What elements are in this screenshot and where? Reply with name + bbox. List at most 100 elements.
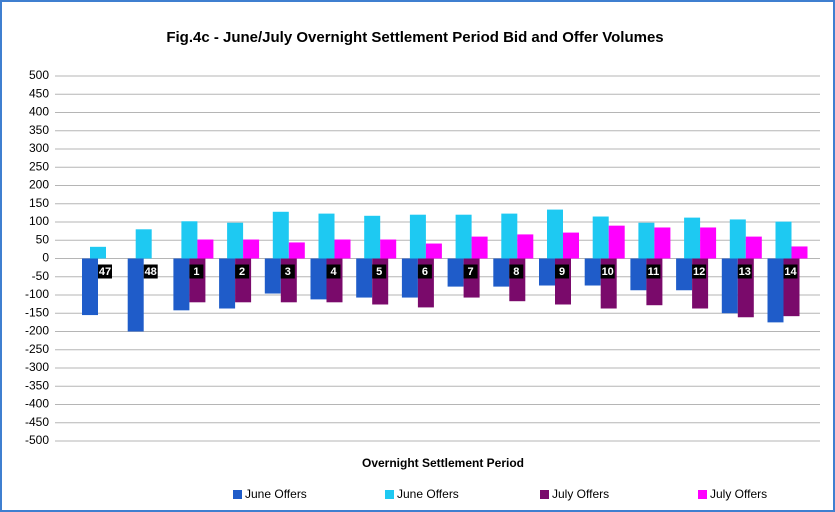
bar (272, 211, 289, 259)
category-label-box (692, 264, 707, 279)
x-tick-label: 8 (513, 266, 519, 278)
category-label-box (737, 264, 752, 279)
bar (401, 258, 418, 298)
bar (700, 227, 717, 259)
bar (501, 213, 518, 259)
category-label-box (235, 264, 250, 279)
y-tick-label: 100 (29, 214, 49, 228)
y-tick-label: 300 (29, 141, 49, 155)
category-label-box (326, 264, 341, 279)
bar (425, 243, 442, 259)
y-tick-label: -150 (25, 305, 49, 319)
bar (539, 258, 555, 286)
legend-label: July Offers (552, 487, 609, 501)
bar (318, 213, 335, 259)
bar (219, 258, 236, 309)
bar (173, 258, 190, 311)
category-label-box (509, 264, 524, 279)
bar (264, 258, 281, 294)
bar (447, 258, 464, 287)
bar (288, 242, 305, 259)
bar (654, 227, 671, 259)
y-tick-label: 500 (29, 68, 49, 82)
y-tick-label: -50 (32, 269, 50, 283)
bar (638, 222, 655, 259)
bar (791, 246, 808, 259)
bar (197, 239, 214, 259)
y-tick-label: 400 (29, 105, 49, 119)
category-label-box (143, 264, 158, 279)
bar (310, 258, 327, 300)
x-axis-title: Overnight Settlement Period (362, 456, 524, 470)
bar (676, 258, 693, 291)
x-tick-label: 1 (193, 266, 199, 278)
x-tick-label: 9 (559, 266, 565, 278)
x-tick-label: 12 (693, 266, 705, 278)
bar (493, 258, 510, 287)
x-tick-label: 7 (468, 266, 474, 278)
bar (729, 219, 746, 259)
x-tick-label: 3 (285, 266, 291, 278)
bar (334, 239, 351, 259)
bar (356, 258, 373, 298)
bar (455, 214, 472, 259)
legend-label: June Offers (397, 487, 459, 501)
bar (563, 232, 579, 259)
category-label-box (646, 264, 661, 279)
bar (409, 214, 426, 259)
y-tick-label: -500 (25, 433, 49, 447)
bar (745, 236, 762, 259)
y-tick-label: 250 (29, 159, 49, 173)
bar (135, 229, 152, 259)
x-tick-label: 13 (739, 266, 751, 278)
y-tick-label: 350 (29, 123, 49, 137)
category-label-box (280, 264, 295, 279)
bar (517, 234, 534, 259)
y-tick-label: -400 (25, 397, 49, 411)
category-label-box (98, 264, 112, 279)
bar (767, 258, 784, 323)
category-label-box (783, 264, 798, 279)
y-tick-label: -250 (25, 342, 49, 356)
x-tick-label: 10 (602, 266, 614, 278)
bar (471, 236, 488, 259)
y-tick-label: -300 (25, 360, 49, 374)
category-label-box (417, 264, 432, 279)
legend-label: June Offers (245, 487, 307, 501)
y-tick-label: 450 (29, 86, 49, 100)
legend-swatch (540, 490, 549, 499)
y-tick-label: -450 (25, 415, 49, 429)
bar (90, 246, 106, 259)
bar (547, 209, 563, 259)
bar (630, 258, 647, 291)
legend-label: July Offers (710, 487, 767, 501)
bar (82, 258, 98, 316)
bar (380, 239, 397, 259)
category-label-box (555, 264, 569, 279)
legend-swatch (385, 490, 394, 499)
bar (127, 258, 144, 332)
y-tick-label: -350 (25, 378, 49, 392)
x-tick-label: 2 (239, 266, 245, 278)
legend-swatch (233, 490, 242, 499)
x-tick-label: 48 (145, 266, 157, 278)
x-tick-label: 6 (422, 266, 428, 278)
bar (592, 216, 609, 259)
bar (181, 221, 198, 259)
y-tick-label: -200 (25, 324, 49, 338)
bar (227, 222, 244, 259)
category-label-box (463, 264, 478, 279)
x-tick-label: 11 (648, 266, 660, 278)
bar (608, 225, 625, 259)
bar (684, 217, 701, 259)
y-tick-label: 200 (29, 178, 49, 192)
y-tick-label: 150 (29, 196, 49, 210)
y-tick-label: 0 (42, 251, 49, 265)
x-tick-label: 14 (784, 266, 797, 278)
category-label-box (600, 264, 615, 279)
legend-swatch (698, 490, 707, 499)
x-tick-label: 47 (99, 266, 111, 278)
bar (721, 258, 738, 314)
x-tick-label: 4 (330, 266, 337, 278)
